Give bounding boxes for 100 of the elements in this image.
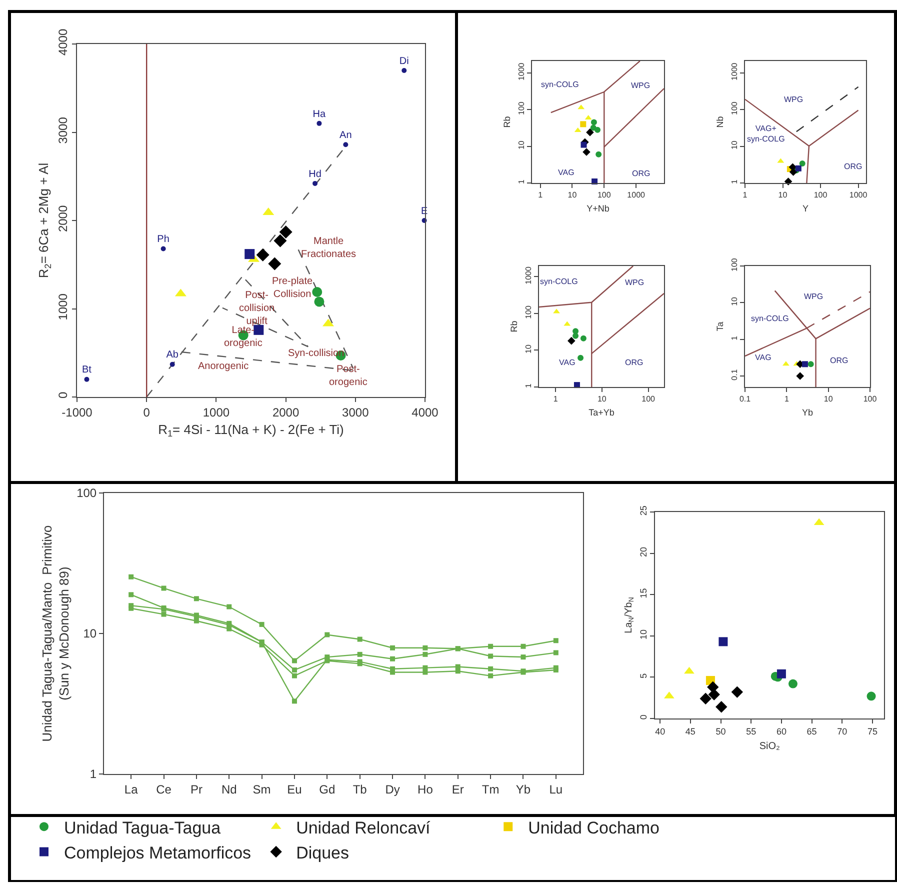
annotation: ORG: [632, 169, 650, 178]
y-tick-label: 100: [524, 305, 533, 319]
y-axis-title: Nb: [715, 116, 726, 128]
x-tick-label: 45: [685, 726, 696, 736]
y-tick-label: 100: [516, 101, 526, 116]
y-tick-label: 20: [638, 546, 649, 557]
annotation: Mantle Fractionates: [301, 236, 356, 260]
x-tick-label: Lu: [549, 782, 563, 796]
x-tick-label: Gd: [319, 782, 336, 796]
data-label: Bt: [82, 364, 92, 376]
y-tick-label: 25: [638, 506, 649, 516]
x-axis-title: R$_{1}$= 4Si - 11(Na + K) - 2(Fe + Ti): [158, 422, 344, 439]
x-tick-label: Nd: [221, 782, 237, 796]
annotation: syn-COLG: [540, 277, 578, 286]
annotation: syn-COLG: [751, 314, 789, 323]
data-label: An: [340, 130, 352, 141]
annotation: Pre-plate Collision: [272, 276, 314, 300]
x-axis-title: SiO₂: [759, 740, 780, 752]
x-tick-label: Dy: [385, 782, 400, 796]
x-tick-label: 1000: [202, 405, 230, 420]
y-tick-label: 0: [638, 714, 649, 720]
y-tick-label: 1: [730, 179, 739, 184]
x-tick-label: 3000: [342, 405, 370, 420]
x-tick-label: 1: [742, 190, 748, 200]
annotation: WPG: [625, 278, 644, 287]
legend-label: Unidad Reloncaví: [296, 818, 431, 838]
x-tick-label: 4000: [412, 405, 439, 420]
y-tick-label: 3000: [56, 116, 70, 144]
y-axis-title: Rb: [509, 320, 520, 332]
x-tick-label: 60: [776, 726, 786, 736]
legend-label: Diques: [296, 843, 349, 862]
x-tick-label: 2000: [272, 405, 300, 420]
x-tick-label: 1: [784, 394, 790, 404]
annotation: ORG: [625, 358, 644, 367]
legend-label: Unidad Cochamo: [528, 818, 660, 838]
x-tick-label: 70: [837, 726, 848, 736]
y-tick-label: 1000: [56, 293, 70, 320]
annotation: WPG: [804, 292, 824, 301]
y-tick-label: 10: [730, 296, 739, 306]
annotation: VAG: [755, 353, 772, 362]
x-tick-label: 100: [814, 190, 828, 200]
x-axis-title: Ta+Yb: [588, 407, 614, 418]
x-tick-label: 10: [597, 394, 607, 404]
x-tick-label: Sm: [252, 782, 271, 796]
x-tick-label: 10: [824, 394, 834, 404]
y-axis-title: Rb: [502, 116, 512, 128]
data-label: Di: [399, 56, 409, 67]
x-tick-label: Pr: [190, 782, 202, 796]
y-tick-label: 1000: [730, 62, 739, 81]
x-axis-title: Y: [802, 203, 809, 214]
legend-label: Unidad Tagua-Tagua: [64, 818, 222, 838]
annotation: VAG: [559, 358, 576, 367]
x-tick-label: Yb: [516, 782, 531, 796]
x-tick-label: 50: [716, 726, 726, 736]
x-tick-label: 1: [538, 190, 544, 200]
x-tick-label: 65: [806, 726, 817, 736]
y-tick-label: 1: [730, 335, 739, 340]
y-tick-label: 1: [90, 767, 97, 782]
x-tick-label: 0.1: [739, 394, 752, 404]
x-tick-label: -1000: [62, 405, 93, 420]
y-tick-label: 10: [524, 344, 533, 354]
y-tick-label: 4000: [56, 28, 70, 56]
data-label: Ph: [157, 234, 170, 246]
y-tick-label: 100: [730, 101, 739, 116]
x-tick-label: 0: [143, 405, 150, 420]
annotation: WPG: [631, 81, 650, 90]
x-tick-label: Eu: [287, 782, 302, 796]
annotation: VAG: [558, 168, 574, 177]
y-tick-label: 15: [638, 588, 649, 598]
y-tick-label: 10: [638, 630, 649, 640]
data-label: Ha: [312, 108, 326, 120]
x-tick-label: 40: [655, 726, 666, 736]
x-tick-label: 1: [553, 394, 558, 404]
annotation: ORG: [844, 162, 862, 171]
y-tick-label: 100: [730, 258, 739, 272]
annotation: WPG: [784, 95, 804, 104]
data-label: Ab: [166, 350, 179, 361]
x-tick-label: Tb: [352, 782, 368, 796]
x-tick-label: La: [124, 782, 138, 796]
annotation: ORG: [830, 356, 848, 365]
annotation: VAG+ syn-COLG: [747, 124, 785, 144]
y-tick-label: 10: [730, 140, 739, 150]
y-tick-label: 100: [76, 486, 97, 500]
legend-label: Complejos Metamorficos: [64, 843, 252, 862]
annotation: syn-COLG: [541, 80, 579, 89]
x-axis-title: Y+Nb: [586, 203, 610, 214]
data-label: Hd: [308, 168, 322, 180]
x-tick-label: 100: [863, 394, 878, 404]
y-tick-label: 5: [638, 673, 649, 678]
y-axis-title: Ta: [715, 322, 726, 332]
y-tick-label: 10: [83, 626, 97, 641]
y-tick-label: 1000: [516, 62, 526, 81]
x-tick-label: Er: [452, 782, 464, 796]
annotation: Post- orogenic: [329, 364, 368, 388]
x-tick-label: Ho: [418, 782, 434, 796]
x-tick-label: 75: [867, 726, 878, 736]
y-tick-label: 10: [516, 140, 526, 150]
y-tick-label: 1: [516, 179, 526, 184]
x-tick-label: 1000: [849, 190, 868, 200]
x-tick-label: Ce: [156, 782, 172, 796]
